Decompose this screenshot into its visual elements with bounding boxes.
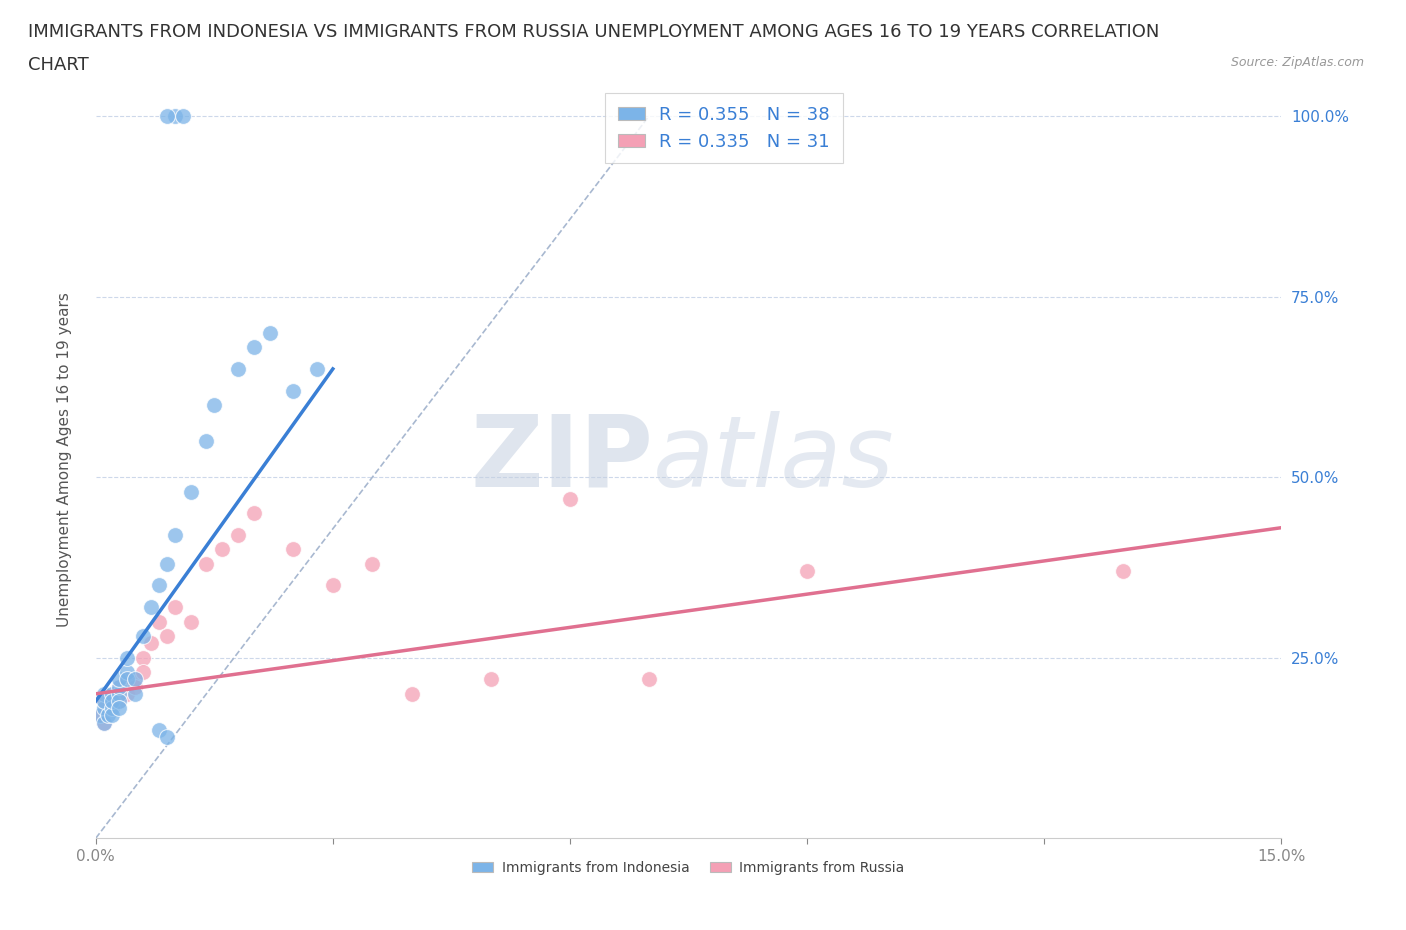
Point bbox=[259, 326, 281, 340]
Point bbox=[108, 686, 131, 701]
Point bbox=[117, 686, 139, 701]
Point bbox=[100, 694, 122, 709]
Point bbox=[117, 671, 139, 686]
Point bbox=[124, 671, 146, 686]
Point bbox=[100, 701, 122, 716]
Point bbox=[226, 362, 249, 377]
Point bbox=[163, 600, 186, 615]
Point bbox=[100, 701, 122, 716]
Point bbox=[108, 679, 131, 694]
Point bbox=[93, 694, 115, 709]
Point bbox=[180, 614, 202, 629]
Point bbox=[117, 650, 139, 665]
Point bbox=[93, 686, 115, 701]
Point bbox=[211, 542, 233, 557]
Point bbox=[283, 383, 305, 398]
Text: Source: ZipAtlas.com: Source: ZipAtlas.com bbox=[1230, 56, 1364, 69]
Point bbox=[163, 109, 186, 124]
Point bbox=[1112, 564, 1135, 578]
Point bbox=[172, 109, 194, 124]
Text: IMMIGRANTS FROM INDONESIA VS IMMIGRANTS FROM RUSSIA UNEMPLOYMENT AMONG AGES 16 T: IMMIGRANTS FROM INDONESIA VS IMMIGRANTS … bbox=[28, 23, 1160, 41]
Point bbox=[202, 397, 225, 412]
Point bbox=[124, 679, 146, 694]
Point bbox=[156, 629, 179, 644]
Point bbox=[132, 650, 155, 665]
Point bbox=[361, 556, 384, 571]
Point bbox=[195, 556, 218, 571]
Point bbox=[108, 671, 131, 686]
Point bbox=[156, 556, 179, 571]
Point bbox=[148, 614, 170, 629]
Point bbox=[124, 686, 146, 701]
Point bbox=[93, 715, 115, 730]
Legend: Immigrants from Indonesia, Immigrants from Russia: Immigrants from Indonesia, Immigrants fr… bbox=[467, 856, 910, 881]
Point bbox=[180, 485, 202, 499]
Point bbox=[108, 679, 131, 694]
Point bbox=[108, 694, 131, 709]
Point bbox=[89, 708, 111, 723]
Point bbox=[322, 578, 344, 593]
Point bbox=[89, 708, 111, 723]
Point bbox=[132, 665, 155, 680]
Point bbox=[226, 527, 249, 542]
Point bbox=[124, 671, 146, 686]
Point bbox=[148, 578, 170, 593]
Point bbox=[108, 694, 131, 709]
Point bbox=[100, 686, 122, 701]
Point bbox=[195, 433, 218, 448]
Point bbox=[243, 339, 266, 354]
Point bbox=[479, 671, 502, 686]
Point bbox=[93, 715, 115, 730]
Point bbox=[305, 362, 328, 377]
Text: atlas: atlas bbox=[652, 411, 894, 508]
Point bbox=[93, 701, 115, 716]
Point bbox=[148, 723, 170, 737]
Point bbox=[163, 527, 186, 542]
Point bbox=[117, 671, 139, 686]
Point bbox=[100, 708, 122, 723]
Point bbox=[139, 636, 162, 651]
Point bbox=[283, 542, 305, 557]
Text: CHART: CHART bbox=[28, 56, 89, 73]
Point bbox=[132, 629, 155, 644]
Y-axis label: Unemployment Among Ages 16 to 19 years: Unemployment Among Ages 16 to 19 years bbox=[58, 292, 72, 627]
Point bbox=[97, 708, 120, 723]
Point bbox=[108, 701, 131, 716]
Point bbox=[243, 506, 266, 521]
Point bbox=[156, 109, 179, 124]
Point bbox=[796, 564, 818, 578]
Point bbox=[100, 686, 122, 701]
Point bbox=[93, 694, 115, 709]
Point bbox=[117, 665, 139, 680]
Point bbox=[638, 671, 661, 686]
Point bbox=[156, 730, 179, 745]
Point bbox=[558, 491, 581, 506]
Point bbox=[401, 686, 423, 701]
Text: ZIP: ZIP bbox=[470, 411, 652, 508]
Point bbox=[139, 600, 162, 615]
